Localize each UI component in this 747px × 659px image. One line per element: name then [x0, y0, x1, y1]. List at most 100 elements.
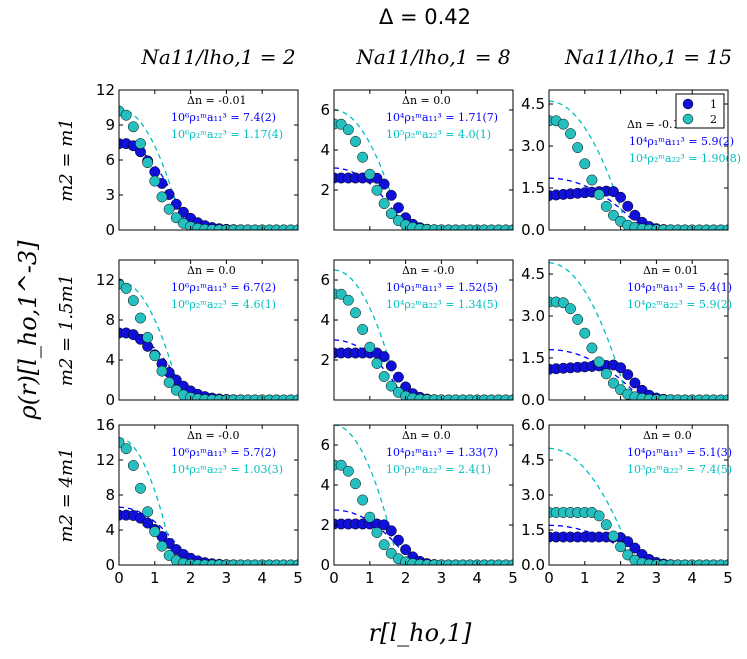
y-tick-label: 4: [320, 141, 330, 159]
data-point-species-2: [385, 380, 397, 392]
x-tick-label: 1: [580, 569, 590, 587]
data-point-species-2: [607, 530, 619, 542]
legend-label-1: 1: [710, 98, 717, 111]
x-tick-label: 3: [222, 569, 232, 587]
data-point-species-2: [607, 377, 619, 389]
data-point-species-1: [149, 166, 161, 178]
y-tick-label: 0.0: [521, 221, 545, 239]
data-point-species-2: [156, 540, 168, 552]
dashed-curve-1: [119, 506, 298, 565]
y-tick-label: 1.5: [521, 179, 545, 197]
data-point-species-1: [615, 191, 627, 203]
delta-n-label: Δn = 0.0: [643, 429, 692, 442]
data-point-species-2: [593, 356, 605, 368]
data-point-species-2: [371, 527, 383, 538]
data-point-species-2: [342, 124, 354, 136]
data-point-species-2: [127, 460, 139, 471]
data-point-species-1: [400, 544, 412, 556]
x-tick-label: 5: [508, 569, 518, 587]
y-tick-label: 4.5: [521, 451, 545, 469]
y-tick-label: 12: [96, 451, 115, 469]
axes-frame: [118, 259, 299, 401]
y-tick-label: 3.0: [521, 486, 545, 504]
density-label-species-2: 10⁴ρ₂ᵐa₂₂³ = 1.90(8): [629, 152, 741, 165]
delta-n-label: Δn = -0.01: [187, 94, 246, 107]
legend-marker-2: [682, 113, 694, 125]
data-point-species-2: [163, 203, 175, 215]
y-tick-label: 12: [96, 81, 115, 99]
data-point-species-2: [142, 157, 154, 169]
density-label-species-2: 10⁶ρ₂ᵐa₂₂³ = 4.6(1): [171, 298, 276, 311]
x-tick-label: 1: [150, 569, 160, 587]
column-header: Na11/lho,1 = 8: [355, 45, 510, 69]
row-header: m2 = 1.5m1: [56, 274, 77, 386]
panel: 0.0 1.5 3.0 4.5 Δn = -0.16 10⁴ρ₁ᵐa₁₁³ = 5.9(2…: [521, 89, 741, 239]
data-point-species-2: [385, 208, 397, 220]
delta-n-label: Δn = -0.0: [187, 429, 239, 442]
dashed-curve-2: [549, 262, 728, 400]
y-tick-label: 9: [105, 116, 115, 134]
density-label-species-2: 10⁴ρ₂ᵐa₂₂³ = 1.03(3): [171, 463, 283, 476]
dashed-curve-1: [334, 509, 513, 565]
dashed-curve-1: [549, 524, 728, 565]
data-point-species-1: [385, 525, 397, 537]
data-point-species-2: [593, 510, 605, 522]
data-point-species-1: [385, 189, 397, 201]
y-tick-label: 0.0: [521, 391, 545, 409]
data-point-species-1: [392, 534, 404, 546]
x-tick-label: 4: [472, 569, 482, 587]
y-tick-label: 4.5: [521, 265, 545, 283]
row-header: m2 = m1: [56, 118, 77, 202]
x-tick-label: 4: [257, 569, 267, 587]
data-point-species-2: [565, 303, 576, 315]
x-tick-label: 0: [114, 569, 124, 587]
density-label-species-2: 10³ρ₂ᵐa₂₂³ = 2.4(1): [386, 463, 491, 476]
x-tick-label: 2: [186, 569, 196, 587]
data-point-species-1: [378, 178, 390, 190]
y-tick-label: 2: [320, 181, 330, 199]
x-tick-label: 2: [616, 569, 626, 587]
data-point-species-2: [335, 288, 347, 300]
data-point-species-2: [120, 282, 132, 294]
data-point-species-2: [120, 443, 132, 455]
dashed-curve-2: [334, 109, 513, 230]
axes-frame: [548, 89, 729, 231]
data-point-species-2: [156, 191, 168, 203]
data-point-species-1: [142, 517, 154, 529]
y-tick-label: 4: [320, 311, 330, 329]
data-point-species-2: [579, 327, 591, 339]
data-point-species-2: [342, 294, 354, 306]
data-point-species-2: [149, 350, 161, 362]
density-label-species-1: 10⁶ρ₁ᵐa₁₁³ = 6.7(2): [171, 281, 276, 294]
delta-n-label: Δn = 0.0: [402, 94, 451, 107]
density-label-species-2: 10⁵ρ₂ᵐa₂₂³ = 4.0(1): [386, 128, 491, 141]
x-tick-label: 1: [365, 569, 375, 587]
x-tick-label: 3: [437, 569, 447, 587]
data-point-species-2: [127, 121, 139, 133]
y-tick-label: 6.0: [521, 416, 545, 434]
data-point-species-1: [629, 377, 641, 389]
data-point-species-2: [135, 138, 146, 150]
axes-frame: [333, 424, 514, 566]
data-point-species-1: [622, 369, 634, 381]
x-tick-label: 5: [293, 569, 303, 587]
axes-frame: [333, 259, 514, 401]
density-label-species-1: 10⁶ρ₁ᵐa₁₁³ = 7.4(2): [171, 111, 276, 124]
density-label-species-2: 10⁴ρ₂ᵐa₂₂³ = 5.9(2): [627, 298, 732, 311]
panel: 0 1 2 3 4 5 0.0 1.5 3.0 4.5 6.0 Δn = 0.0 10⁴ρ₁ᵐa₁₁³ …: [521, 416, 733, 587]
data-point-species-2: [350, 478, 361, 490]
legend-marker-1: [682, 98, 694, 110]
data-point-species-2: [378, 539, 390, 551]
data-point-species-1: [378, 351, 390, 363]
data-point-species-2: [350, 307, 361, 319]
y-tick-label: 16: [96, 416, 115, 434]
density-label-species-2: 10³ρ₂ᵐa₂₂³ = 7.4(5): [627, 463, 732, 476]
panel: 0 1 2 3 4 5 0 2 4 6 Δn = 0.0 10⁴ρ₁ᵐa₁₁³ = 1.33(7) 10…: [320, 424, 518, 587]
density-label-species-1: 10⁴ρ₁ᵐa₁₁³ = 5.9(2): [629, 135, 734, 148]
data-point-species-1: [622, 200, 634, 212]
y-tick-label: 8: [105, 311, 115, 329]
y-tick-label: 0: [105, 391, 115, 409]
x-axis-label: r[l_ho,1]: [369, 619, 472, 647]
data-point-species-2: [149, 175, 161, 187]
